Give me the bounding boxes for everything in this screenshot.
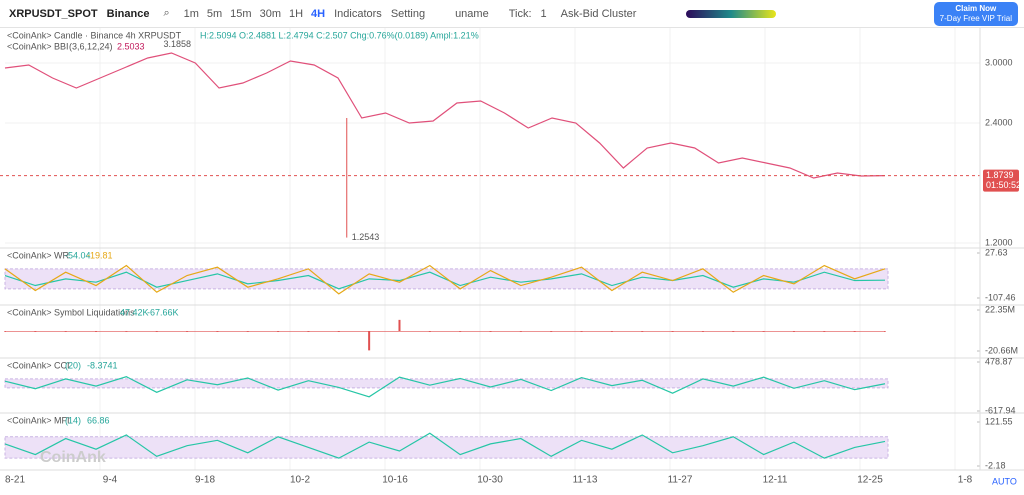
bbi-legend: <CoinAnk> BBI [7, 41, 69, 51]
x-tick-label: 1-8 [958, 475, 973, 486]
legend-value: -54.04 [65, 250, 91, 260]
y-tick-label: 1.2000 [985, 237, 1013, 247]
interval[interactable]: 4H [311, 7, 326, 20]
watermark: CoinAnk [40, 449, 106, 466]
tick-value[interactable]: 1 [540, 7, 547, 20]
low-label: 1.2543 [352, 232, 380, 242]
series-line [4, 271, 886, 290]
y-tick-label: 2.4000 [985, 117, 1013, 127]
y-tick-label: 27.63 [985, 247, 1008, 257]
interval[interactable]: 30m [259, 7, 281, 20]
y-tick-label: -2.18 [985, 460, 1006, 470]
bar [368, 331, 371, 351]
y-tick-label: 22.35M [985, 304, 1015, 314]
auto-label: AUTO [992, 476, 1017, 486]
color-scale [686, 9, 777, 18]
series-line [4, 432, 886, 459]
bar [95, 331, 98, 332]
legend: <CoinAnk> MFI [7, 415, 70, 425]
bbi-value: 2.5033 [117, 41, 145, 51]
legend-value: -8.3741 [87, 360, 118, 370]
bar [337, 331, 340, 332]
y-tick-label: 478.87 [985, 356, 1013, 366]
legend: <CoinAnk> Candle · Binance 4h XRPUSDT [7, 30, 182, 40]
series-line [4, 52, 886, 179]
user[interactable]: uname [455, 7, 489, 20]
symbol[interactable]: XRPUSDT_SPOT [9, 7, 98, 20]
y-tick-label: -20.66M [985, 345, 1018, 355]
interval[interactable]: 15m [230, 7, 252, 20]
bar [216, 331, 219, 332]
legend-value: (20) [65, 360, 81, 370]
band [4, 436, 889, 459]
promo-title: Claim Now [955, 3, 997, 13]
countdown: 01:50:52 [986, 180, 1021, 190]
toolbar: XRPUSDT_SPOT Binance ⌕ 1m 5m 15m 30m 1H 4H In… [0, 0, 1024, 28]
x-tick-label: 10-2 [290, 475, 310, 486]
legend: <CoinAnk> Symbol Liquidations [7, 307, 135, 317]
x-tick-label: 9-4 [103, 475, 118, 486]
legend-value: (14) [65, 415, 81, 425]
y-tick-label: -617.94 [985, 405, 1016, 415]
interval[interactable]: 1H [288, 7, 304, 20]
legend-value: 66.86 [87, 415, 110, 425]
interval[interactable]: 1m [183, 7, 199, 20]
y-tick-label: 121.55 [985, 416, 1013, 426]
last-price: 1.8739 [986, 170, 1014, 180]
high-label: 3.1858 [163, 39, 191, 49]
bar [853, 331, 856, 332]
interval[interactable]: 5m [206, 7, 223, 20]
ohlc: H:2.5094 O:2.4881 L:2.4794 C:2.507 Chg:0… [200, 30, 479, 40]
bar [550, 331, 553, 332]
series-line [4, 376, 886, 398]
legend-value: -67.66K [147, 307, 179, 317]
price-tag [983, 169, 1019, 192]
bar [398, 319, 401, 332]
indicators-button[interactable]: Indicators [334, 7, 382, 20]
bar [610, 331, 613, 332]
bar [155, 331, 158, 332]
series-line [4, 264, 886, 295]
bbi-params: (3,6,12,24) [69, 41, 113, 51]
intervals: 1m 5m 15m 30m 1H 4H [184, 8, 326, 20]
bar [671, 331, 674, 332]
x-tick-label: 9-18 [195, 475, 215, 486]
x-tick-label: 8-21 [5, 475, 25, 486]
exchange: Binance [106, 7, 150, 20]
x-tick-label: 10-30 [477, 475, 503, 486]
bar [428, 331, 431, 332]
legend: <CoinAnk> WR [7, 250, 70, 260]
x-tick-label: 10-16 [382, 475, 408, 486]
cluster[interactable]: Ask-Bid Cluster [560, 7, 637, 20]
setting-button[interactable]: Setting [390, 7, 426, 20]
legend: <CoinAnk> CCI [7, 360, 70, 370]
search[interactable]: ⌕ [163, 7, 170, 19]
x-tick-label: 11-27 [668, 475, 693, 486]
tick-label: Tick: [508, 7, 532, 20]
x-tick-label: 11-13 [573, 475, 598, 486]
bar [792, 331, 795, 332]
promo[interactable]: Claim Now 7-Day Free VIP Trial [933, 1, 1018, 26]
bar [34, 331, 37, 332]
y-tick-label: 3.0000 [985, 57, 1013, 67]
legend-value: 47.42K [120, 307, 149, 317]
promo-text: 7-Day Free VIP Trial [939, 13, 1012, 23]
legend-value: -19.81 [87, 250, 113, 260]
band [4, 378, 889, 389]
bar [732, 331, 735, 332]
bar [277, 331, 280, 332]
x-tick-label: 12-11 [763, 475, 788, 486]
x-tick-label: 12-25 [857, 475, 883, 486]
y-tick-label: -107.46 [985, 292, 1016, 302]
bar [489, 331, 492, 332]
